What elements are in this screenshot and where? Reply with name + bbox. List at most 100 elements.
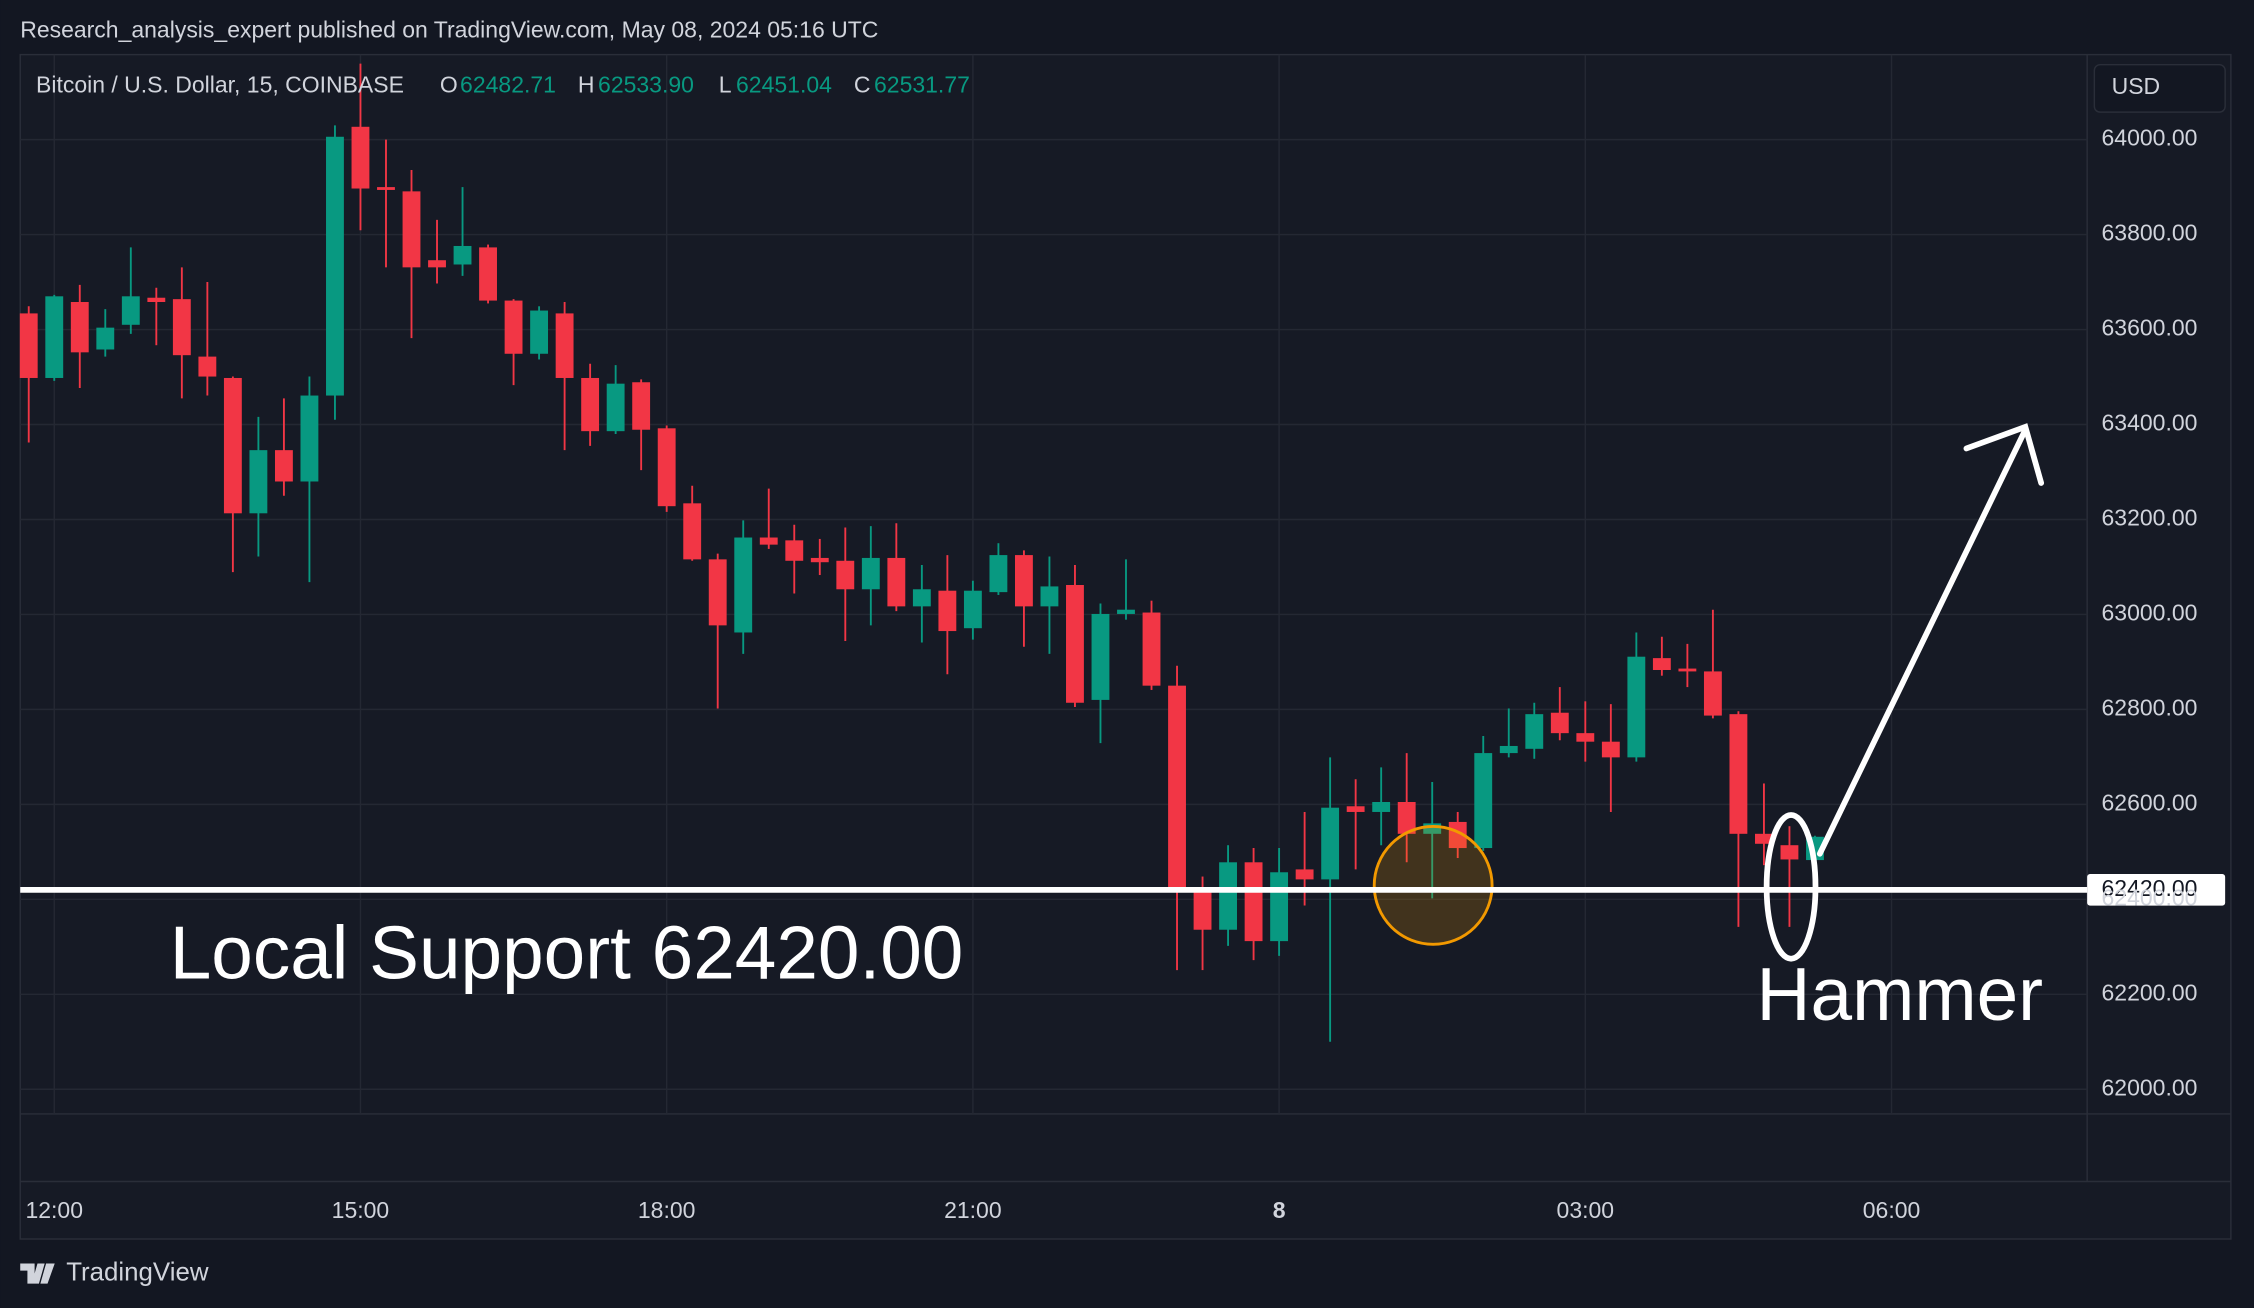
- candle-body: [1423, 823, 1442, 834]
- candle-body: [1270, 872, 1289, 942]
- candle-body: [1014, 555, 1033, 607]
- candle-body: [1550, 712, 1569, 734]
- footer-brand: TradingView: [66, 1258, 209, 1286]
- candle-body: [1627, 656, 1646, 758]
- candle-body: [1729, 714, 1748, 834]
- candle-body: [632, 382, 651, 430]
- y-tick-label: 62400.00: [2102, 884, 2198, 910]
- footer-logo: [20, 1263, 55, 1284]
- candle-body: [887, 557, 906, 607]
- ohlc-key: H: [578, 71, 595, 97]
- candle-body: [861, 557, 880, 590]
- currency-box[interactable]: [2093, 63, 2226, 113]
- candle-body: [1448, 821, 1467, 849]
- ohlc-key: O: [440, 71, 458, 97]
- highlight-circle: [1372, 825, 1494, 946]
- candle-body: [249, 450, 268, 514]
- candle-body: [1372, 801, 1391, 812]
- arrow: [1816, 423, 2045, 857]
- y-tick-label: 63600.00: [2102, 315, 2198, 341]
- x-tick-label: 12:00: [25, 1197, 83, 1223]
- symbol-title: Bitcoin / U.S. Dollar, 15, COINBASE: [36, 71, 404, 97]
- candle-body: [530, 310, 549, 354]
- candle-body: [1703, 671, 1722, 716]
- candle-body: [96, 327, 115, 350]
- candle-body: [810, 557, 829, 563]
- support-annotation: Local Support 62420.00: [170, 910, 964, 994]
- candle-body: [1576, 733, 1595, 742]
- x-tick-label: 21:00: [944, 1197, 1002, 1223]
- candle-body: [1142, 612, 1161, 686]
- ohlc-key: L: [719, 71, 732, 97]
- ohlc-value: 62451.04: [736, 71, 832, 97]
- arrow-shaft: [1816, 426, 2029, 857]
- support-price-label: 62420.00: [2102, 875, 2198, 901]
- candle-body: [504, 300, 523, 354]
- candle-body: [377, 187, 395, 190]
- ohlc-value: 62533.90: [598, 71, 694, 97]
- candle-body: [45, 296, 64, 378]
- candle-body: [989, 555, 1008, 593]
- candle-body: [479, 247, 497, 301]
- published-header: Research_analysis_expert published on Tr…: [20, 17, 878, 43]
- candle-body: [402, 191, 421, 268]
- candle-body: [606, 383, 625, 432]
- candle-body: [1219, 862, 1237, 930]
- candle-body: [1244, 862, 1263, 942]
- y-tick-label: 62000.00: [2102, 1074, 2198, 1100]
- candle-body: [1525, 714, 1544, 749]
- ohlc-value: 62531.77: [874, 71, 970, 97]
- candle-body: [223, 377, 242, 514]
- candle-body: [1474, 753, 1493, 849]
- arrow-head: [1963, 423, 2045, 486]
- candle-body: [1499, 745, 1518, 754]
- candle-body: [453, 245, 472, 265]
- y-tick-label: 64000.00: [2102, 125, 2198, 151]
- candle-body: [1040, 586, 1059, 607]
- x-tick-label: 15:00: [332, 1197, 390, 1223]
- ohlc-key: C: [854, 71, 871, 97]
- x-tick-label: 8: [1273, 1197, 1286, 1223]
- ohlc-value: 62482.71: [460, 71, 556, 97]
- candle-body: [657, 428, 676, 507]
- candle-body: [351, 126, 370, 189]
- candle-body: [147, 297, 166, 303]
- candle-body: [300, 395, 319, 482]
- candle-body: [1678, 668, 1697, 672]
- candle-body: [121, 296, 140, 325]
- hammer-annotation: Hammer: [1757, 952, 2044, 1036]
- y-tick-label: 63200.00: [2102, 505, 2198, 531]
- candle-body: [1168, 685, 1186, 889]
- currency[interactable]: USD: [2112, 73, 2161, 99]
- candle-body: [1346, 806, 1365, 812]
- candle-body: [683, 503, 702, 560]
- logo-icon: [20, 1263, 55, 1284]
- candle-body: [785, 540, 804, 561]
- candle-body: [1755, 833, 1773, 844]
- candle-body: [198, 356, 217, 377]
- y-tick-label: 63800.00: [2102, 220, 2198, 246]
- candle-body: [274, 450, 293, 482]
- ohlc-legend: O 62482.71 H 62533.90 L 62451.04 C 62531.77: [440, 71, 970, 97]
- candle-body: [759, 537, 778, 545]
- candle-body: [19, 313, 38, 378]
- x-tick-label: 06:00: [1863, 1197, 1921, 1223]
- support-price-box: [2087, 874, 2226, 906]
- candle-body: [1295, 869, 1314, 880]
- candle-body: [1117, 609, 1135, 614]
- candle-body: [1397, 801, 1416, 834]
- candle-body: [1193, 888, 1212, 930]
- candle-body: [734, 537, 753, 633]
- candle-body: [1652, 658, 1671, 670]
- candle-body: [555, 313, 574, 378]
- y-tick-label: 62200.00: [2102, 979, 2198, 1005]
- candle-body: [428, 260, 446, 268]
- candle-body: [938, 590, 957, 632]
- candle-body: [1780, 845, 1799, 860]
- candle-body: [1601, 741, 1620, 758]
- y-tick-label: 63400.00: [2102, 410, 2198, 436]
- chart-panel: [19, 53, 2232, 1240]
- y-tick-label: 62800.00: [2102, 694, 2198, 720]
